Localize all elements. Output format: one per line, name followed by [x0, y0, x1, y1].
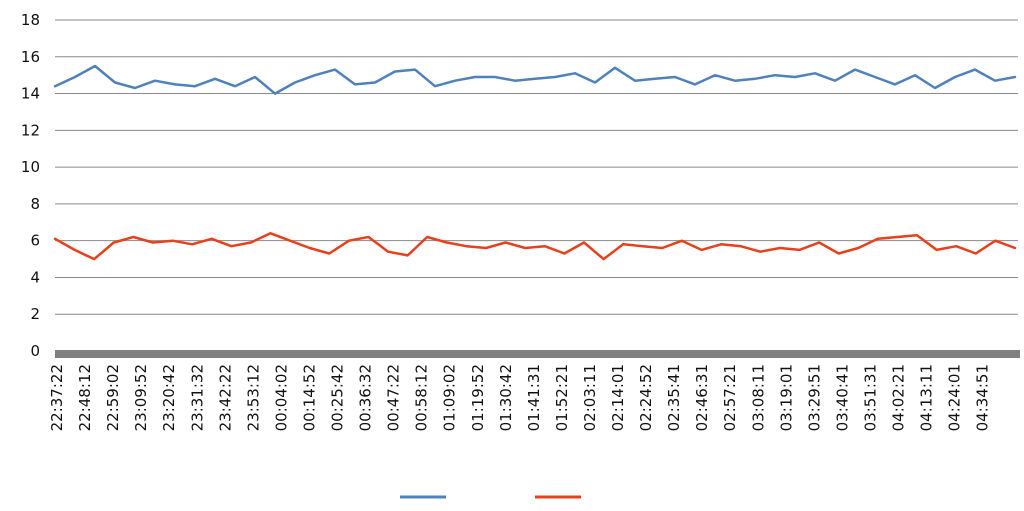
x-tick-label: 00:47:22 — [385, 364, 403, 431]
x-tick-label: 04:24:01 — [946, 364, 964, 431]
x-tick-label: 23:09:52 — [132, 364, 150, 431]
x-tick-label: 02:46:31 — [693, 364, 711, 431]
series-line-2 — [53, 232, 1017, 261]
x-tick-label: 03:08:11 — [749, 364, 767, 431]
y-tick-label: 6 — [30, 232, 40, 250]
x-tick-label: 04:13:11 — [918, 364, 936, 431]
x-tick-label: 04:02:21 — [890, 364, 908, 431]
x-tick-label: 04:34:51 — [974, 364, 992, 431]
x-tick-label: 22:37:22 — [48, 364, 66, 431]
series-lines — [53, 64, 1017, 261]
x-tick-label: 22:48:12 — [76, 364, 94, 431]
y-tick-label: 14 — [21, 85, 40, 103]
x-tick-label: 23:31:32 — [188, 364, 206, 431]
x-tick-label: 03:40:41 — [833, 364, 851, 431]
x-axis-band — [55, 350, 1020, 358]
x-tick-label: 22:59:02 — [104, 364, 122, 431]
x-tick-label: 02:03:11 — [581, 364, 599, 431]
gridlines — [55, 19, 1018, 315]
x-tick-label: 00:04:02 — [272, 364, 290, 431]
y-tick-label: 18 — [21, 11, 40, 29]
x-tick-label: 03:51:31 — [861, 364, 879, 431]
y-tick-label: 8 — [30, 195, 40, 213]
series-line-1 — [53, 64, 1017, 95]
x-tick-label: 00:36:32 — [357, 364, 375, 431]
x-tick-label: 01:52:21 — [553, 364, 571, 431]
x-tick-label: 00:58:12 — [413, 364, 431, 431]
x-tick-label: 00:25:42 — [329, 364, 347, 431]
y-tick-label: 16 — [21, 48, 40, 66]
x-tick-label: 01:30:42 — [497, 364, 515, 431]
x-tick-label: 01:41:31 — [525, 364, 543, 431]
x-tick-label: 01:09:02 — [441, 364, 459, 431]
y-tick-label: 2 — [30, 305, 40, 323]
x-tick-label: 02:57:21 — [721, 364, 739, 431]
y-tick-label: 0 — [30, 342, 40, 360]
x-axis-tick-labels: 22:37:22 22:48:12 22:59:02 23:09:52 23:20:42… — [48, 364, 992, 431]
x-tick-label: 02:35:41 — [665, 364, 683, 431]
y-tick-label: 12 — [21, 121, 40, 139]
y-tick-label: 4 — [30, 268, 40, 286]
y-tick-label: 10 — [21, 158, 40, 176]
x-tick-label: 03:19:01 — [777, 364, 795, 431]
x-tick-label: 23:42:22 — [216, 364, 234, 431]
x-tick-label: 23:20:42 — [160, 364, 178, 431]
x-tick-label: 00:14:52 — [300, 364, 318, 431]
y-axis-tick-labels: 0 2 4 6 8 10 12 14 16 18 — [21, 11, 40, 360]
x-tick-label: 03:29:51 — [805, 364, 823, 431]
x-tick-label: 01:19:52 — [469, 364, 487, 431]
x-tick-label: 02:24:52 — [637, 364, 655, 431]
x-tick-label: 23:53:12 — [244, 364, 262, 431]
x-tick-label: 02:14:01 — [609, 364, 627, 431]
